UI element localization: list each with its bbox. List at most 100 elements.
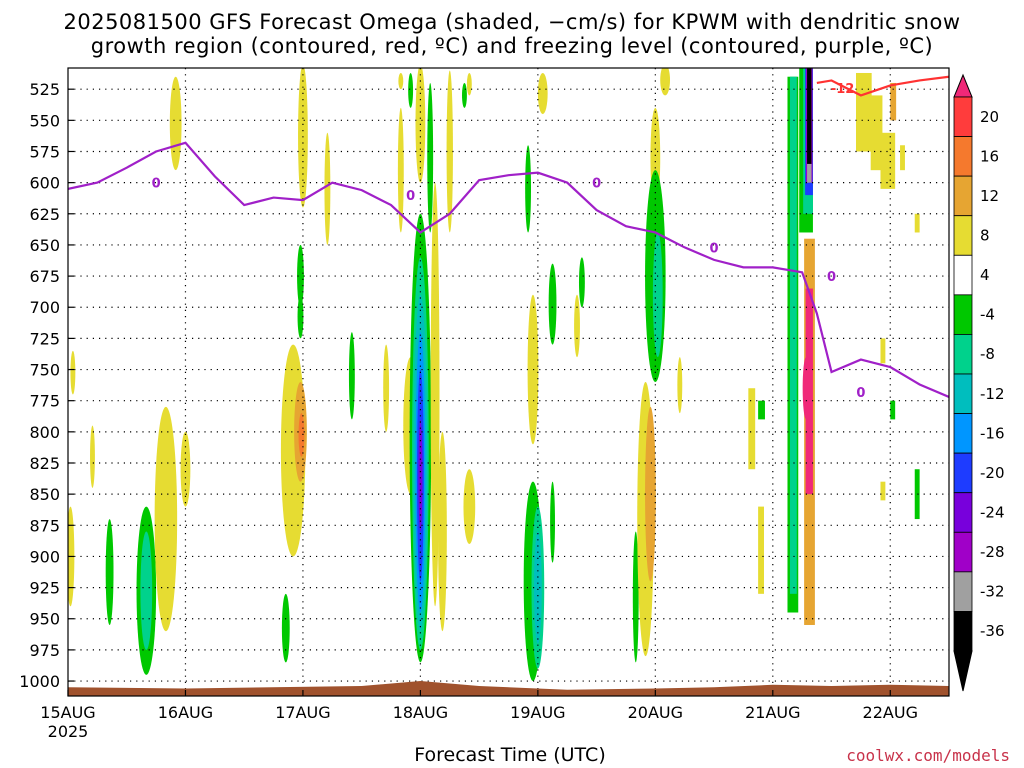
y-tick-label: 750	[29, 361, 60, 380]
freezing-level-label: 0	[827, 270, 836, 285]
y-tick-label: 800	[29, 423, 60, 442]
omega-cell	[578, 257, 585, 308]
y-tick-label: 650	[29, 236, 60, 255]
omega-cell	[408, 72, 414, 108]
omega-cell	[807, 68, 812, 164]
freezing-level-label: 0	[152, 177, 161, 192]
colorbar-top-triangle	[953, 73, 973, 98]
chart-title-line-2: growth region (contoured, red, ºC) and f…	[90, 34, 934, 58]
credit-text: coolwx.com/models	[846, 746, 1010, 765]
freezing-level-label: 0	[710, 241, 719, 256]
omega-cell	[297, 294, 304, 339]
y-tick-label: 725	[29, 329, 60, 348]
colorbar-tick-label: -20	[980, 464, 1005, 482]
omega-cell	[154, 406, 178, 632]
colorbar-tick-label: -32	[980, 583, 1005, 601]
omega-cell	[397, 107, 404, 233]
omega-cell	[677, 357, 683, 414]
colorbar-swatch	[953, 413, 973, 454]
y-tick-label: 575	[29, 142, 60, 161]
y-tick-label: 825	[29, 454, 60, 473]
colorbar-tick-label: -24	[980, 504, 1005, 522]
omega-cell	[298, 413, 305, 457]
colorbar-bottom-triangle	[953, 650, 973, 692]
dgz-contour-line	[816, 75, 949, 97]
omega-cell	[574, 294, 580, 358]
colorbar-swatch	[953, 175, 973, 217]
y-axis: 525 550 575 600 625 650 675 700 725 750 775 800 825 8…	[19, 80, 74, 691]
freezing-level-label: 0	[592, 177, 601, 192]
omega-cell	[537, 72, 548, 115]
omega-cell	[789, 76, 797, 594]
colorbar-tick-label: -8	[980, 345, 995, 363]
omega-cell	[880, 338, 886, 364]
omega-cell	[645, 406, 656, 582]
omega-cell	[914, 213, 920, 233]
x-tick-label: 15AUG	[40, 703, 95, 722]
omega-cell	[297, 244, 304, 308]
omega-cell	[169, 76, 182, 171]
y-tick-label: 875	[29, 516, 60, 535]
chart-title-line-1: 2025081500 GFS Forecast Omega (shaded, −…	[63, 10, 961, 34]
colorbar-tick-label: -28	[980, 543, 1005, 561]
omega-cell	[446, 70, 453, 233]
omega-cell	[105, 519, 114, 625]
colorbar: 20 16 12 8 4 -4 -8 -12 -16 -20 -24 -28 -32 -36	[953, 73, 1005, 692]
omega-cell	[758, 506, 764, 594]
omega-cell	[525, 145, 532, 233]
y-tick-label: 600	[29, 174, 60, 193]
x-axis-label: Forecast Time (UTC)	[414, 744, 606, 766]
colorbar-swatch	[953, 136, 973, 177]
freezing-level-label: 0	[406, 189, 415, 204]
colorbar-swatch	[953, 611, 973, 652]
colorbar-swatch	[953, 571, 973, 612]
colorbar-swatch	[953, 96, 973, 137]
surface-terrain-fill	[68, 681, 949, 696]
omega-cell	[880, 132, 896, 189]
omega-cell	[807, 163, 812, 183]
omega-cell	[430, 182, 440, 607]
omega-cell	[348, 332, 355, 420]
y-tick-label: 850	[29, 485, 60, 504]
omega-cell	[527, 294, 539, 445]
y-tick-label: 975	[29, 641, 60, 660]
omega-cell	[418, 419, 423, 532]
y-tick-label: 925	[29, 579, 60, 598]
omega-cell	[758, 400, 765, 420]
surface-terrain	[68, 681, 949, 696]
omega-cell	[398, 72, 404, 90]
omega-cell	[70, 350, 76, 395]
omega-cell	[533, 531, 542, 644]
omega-cell	[298, 68, 308, 208]
omega-cell	[748, 388, 756, 470]
x-tick-label: 21AUG	[745, 703, 800, 722]
y-tick-label: 525	[29, 80, 60, 99]
colorbar-tick-label: -4	[980, 306, 995, 324]
omega-cell	[660, 68, 671, 96]
freezing-level-label: 0	[856, 386, 865, 401]
colorbar-swatch	[953, 452, 973, 494]
freezing-level-line	[68, 141, 949, 398]
omega-cell	[427, 82, 434, 233]
colorbar-tick-label: -16	[980, 424, 1005, 442]
omega-cell	[281, 593, 290, 663]
omega-cell	[550, 481, 555, 563]
omega-cell	[856, 72, 872, 152]
omega-cell	[383, 344, 390, 432]
contour-lines: 0 0 0 0 0 0 -12	[68, 75, 949, 401]
omega-cell	[466, 72, 472, 96]
omega-cell	[652, 232, 663, 358]
colorbar-tick-label: 20	[980, 108, 999, 126]
omega-cell	[632, 531, 639, 663]
x-tick-year-label: 2025	[48, 722, 89, 741]
omega-cell	[90, 425, 95, 488]
y-tick-label: 550	[29, 111, 60, 130]
colorbar-swatch	[953, 334, 973, 375]
x-tick-label: 17AUG	[275, 703, 330, 722]
x-tick-label: 18AUG	[393, 703, 448, 722]
omega-cell	[880, 481, 886, 501]
colorbar-tick-label: 8	[980, 227, 990, 245]
colorbar-swatch	[953, 531, 973, 573]
omega-cell	[415, 68, 426, 183]
